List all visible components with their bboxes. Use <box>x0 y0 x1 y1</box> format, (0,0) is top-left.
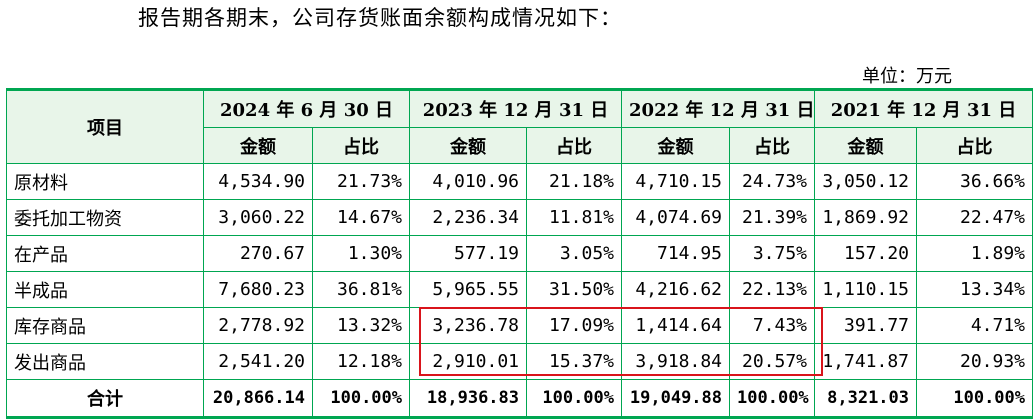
ratio-cell: 13.32% <box>311 307 411 344</box>
amount-cell: 4,074.69 <box>621 199 731 236</box>
amount-cell: 4,710.15 <box>621 163 731 200</box>
item-header: 项目 <box>6 89 204 164</box>
total-row: 合计 20,866.14 100.00% 18,936.83 100.00% 19,049… <box>6 379 1034 418</box>
ratio-cell: 13.34% <box>916 271 1034 308</box>
period-header: 2021 年 12 月 31 日 <box>814 89 1034 128</box>
amount-cell: 4,216.62 <box>621 271 731 308</box>
ratio-cell: 100.00% <box>311 379 411 418</box>
ratio-cell: 100.00% <box>916 379 1034 418</box>
amount-cell: 1,110.15 <box>814 271 918 308</box>
row-label: 委托加工物资 <box>6 199 204 236</box>
unit-label: 单位：万元 <box>862 66 952 87</box>
ratio-cell: 3.75% <box>729 235 816 272</box>
amount-cell: 2,541.20 <box>203 343 313 380</box>
amount-cell: 4,534.90 <box>203 163 313 200</box>
table-row: 库存商品 2,778.92 13.32% 3,236.78 17.09% 1,414.64… <box>6 307 1034 344</box>
amount-cell: 1,741.87 <box>814 343 918 380</box>
inventory-table: 项目 2024 年 6 月 30 日 2023 年 12 月 31 日 2022… <box>6 88 1034 419</box>
row-label: 发出商品 <box>6 343 204 380</box>
ratio-cell: 22.13% <box>729 271 816 308</box>
amount-cell: 19,049.88 <box>621 379 731 418</box>
ratio-cell: 15.37% <box>526 343 623 380</box>
ratio-cell: 100.00% <box>729 379 816 418</box>
amount-header: 金额 <box>203 127 313 164</box>
period-header: 2024 年 6 月 30 日 <box>202 89 411 128</box>
ratio-cell: 17.09% <box>526 307 623 344</box>
ratio-cell: 11.81% <box>526 199 623 236</box>
ratio-cell: 14.67% <box>311 199 411 236</box>
amount-cell: 577.19 <box>409 235 528 272</box>
period-header: 2022 年 12 月 31 日 <box>621 89 816 128</box>
amount-cell: 3,236.78 <box>409 307 528 344</box>
ratio-cell: 24.73% <box>729 163 816 200</box>
amount-cell: 4,010.96 <box>409 163 528 200</box>
ratio-cell: 21.18% <box>526 163 623 200</box>
ratio-cell: 36.66% <box>916 163 1034 200</box>
table-row: 原材料 4,534.90 21.73% 4,010.96 21.18% 4,710.15 2… <box>6 163 1034 200</box>
period-header: 2023 年 12 月 31 日 <box>409 89 623 128</box>
ratio-header: 占比 <box>526 127 623 164</box>
ratio-header: 占比 <box>729 127 816 164</box>
table-row: 发出商品 2,541.20 12.18% 2,910.01 15.37% 3,918.84… <box>6 343 1034 380</box>
ratio-cell: 20.93% <box>916 343 1034 380</box>
row-label: 半成品 <box>6 271 204 308</box>
ratio-cell: 1.89% <box>916 235 1034 272</box>
amount-cell: 714.95 <box>621 235 731 272</box>
table-row: 委托加工物资 3,060.22 14.67% 2,236.34 11.81% 4,074.… <box>6 199 1034 236</box>
ratio-cell: 22.47% <box>916 199 1034 236</box>
amount-cell: 1,869.92 <box>814 199 918 236</box>
amount-cell: 157.20 <box>814 235 918 272</box>
header-row-periods: 项目 2024 年 6 月 30 日 2023 年 12 月 31 日 2022… <box>6 89 1034 164</box>
header-row-subheaders: 金额 占比 金额 占比 金额 占比 金额 占比 <box>7 127 1034 164</box>
ratio-cell: 3.05% <box>526 235 623 272</box>
amount-header: 金额 <box>814 127 918 164</box>
ratio-cell: 100.00% <box>526 379 623 418</box>
intro-text: 报告期各期末，公司存货账面余额构成情况如下： <box>138 6 622 30</box>
amount-cell: 2,910.01 <box>409 343 528 380</box>
row-label: 原材料 <box>6 163 204 200</box>
amount-cell: 2,236.34 <box>409 199 528 236</box>
amount-cell: 270.67 <box>203 235 313 272</box>
amount-cell: 3,050.12 <box>814 163 918 200</box>
ratio-header: 占比 <box>311 127 411 164</box>
amount-cell: 3,918.84 <box>621 343 731 380</box>
amount-cell: 8,321.03 <box>814 379 918 418</box>
table-row: 在产品 270.67 1.30% 577.19 3.05% 714.95 3.75% 157.… <box>6 235 1034 272</box>
amount-header: 金额 <box>621 127 731 164</box>
amount-cell: 18,936.83 <box>409 379 528 418</box>
amount-cell: 2,778.92 <box>203 307 313 344</box>
row-label: 库存商品 <box>6 307 204 344</box>
amount-cell: 5,965.55 <box>409 271 528 308</box>
ratio-cell: 31.50% <box>526 271 623 308</box>
amount-cell: 3,060.22 <box>203 199 313 236</box>
amount-cell: 1,414.64 <box>621 307 731 344</box>
ratio-cell: 21.73% <box>311 163 411 200</box>
table-row: 半成品 7,680.23 36.81% 5,965.55 31.50% 4,216.62 2… <box>6 271 1034 308</box>
ratio-header: 占比 <box>916 127 1034 164</box>
amount-cell: 20,866.14 <box>203 379 313 418</box>
ratio-cell: 21.39% <box>729 199 816 236</box>
ratio-cell: 7.43% <box>729 307 816 344</box>
total-label: 合计 <box>6 379 204 418</box>
ratio-cell: 36.81% <box>311 271 411 308</box>
row-label: 在产品 <box>6 235 204 272</box>
ratio-cell: 12.18% <box>311 343 411 380</box>
amount-cell: 391.77 <box>814 307 918 344</box>
ratio-cell: 20.57% <box>729 343 816 380</box>
ratio-cell: 4.71% <box>916 307 1034 344</box>
amount-cell: 7,680.23 <box>203 271 313 308</box>
amount-header: 金额 <box>409 127 528 164</box>
ratio-cell: 1.30% <box>311 235 411 272</box>
